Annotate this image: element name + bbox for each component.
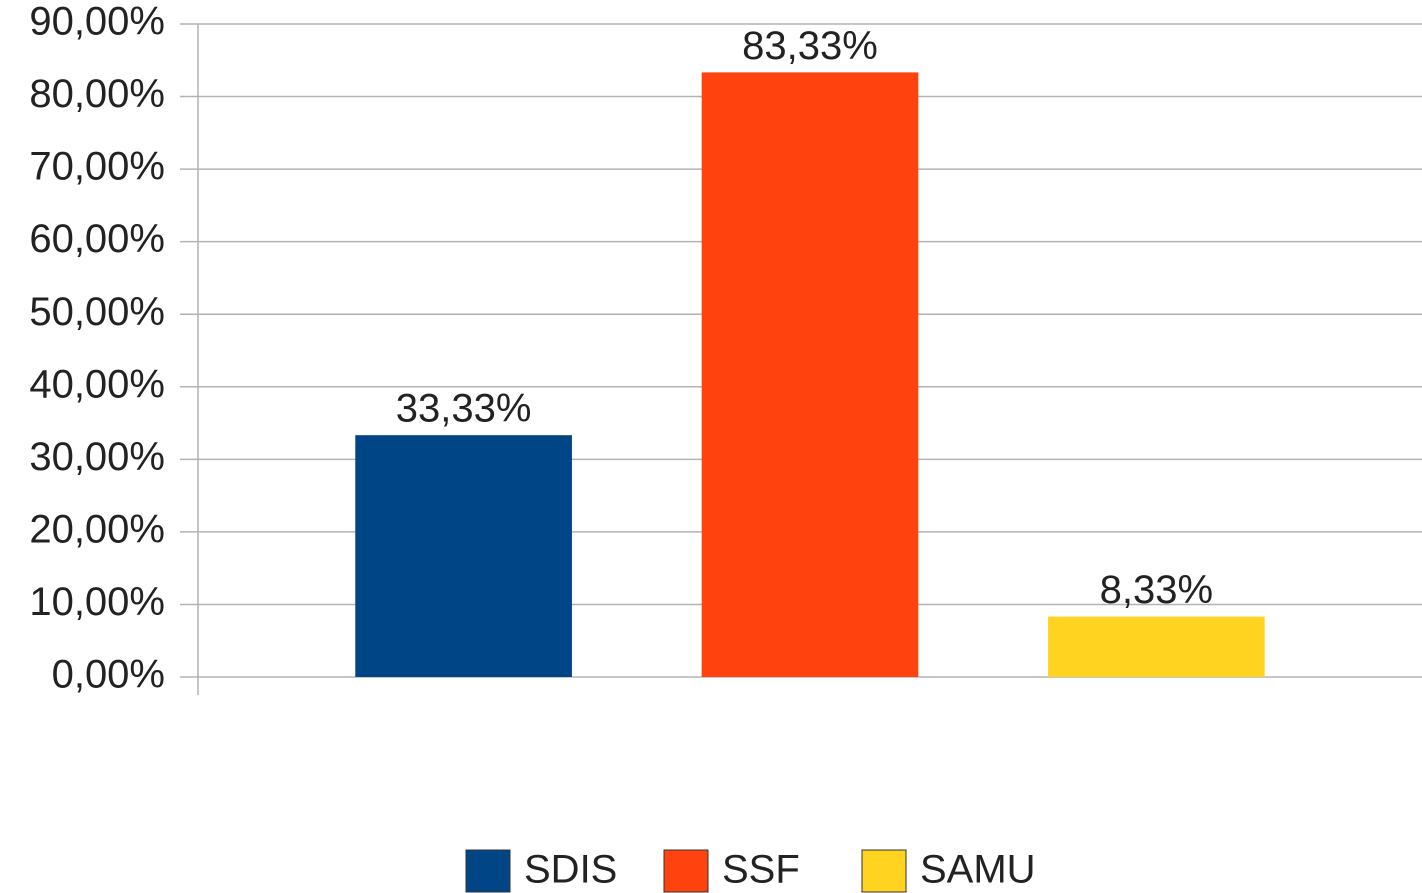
legend-label: SSF bbox=[722, 848, 800, 892]
y-tick-label: 60,00% bbox=[29, 217, 165, 261]
legend-label: SDIS bbox=[524, 848, 617, 892]
y-tick-label: 20,00% bbox=[29, 507, 165, 551]
bar bbox=[701, 72, 919, 678]
data-label: 83,33% bbox=[742, 24, 878, 68]
bar bbox=[1048, 616, 1265, 677]
y-tick-label: 30,00% bbox=[29, 435, 165, 479]
data-label: 8,33% bbox=[1100, 568, 1213, 612]
y-tick-label: 10,00% bbox=[29, 580, 165, 624]
y-tick-label: 80,00% bbox=[29, 72, 165, 116]
y-tick-label: 40,00% bbox=[29, 362, 165, 406]
y-tick-label: 70,00% bbox=[29, 145, 165, 189]
legend-label: SAMU bbox=[920, 848, 1036, 892]
legend-swatch bbox=[663, 849, 709, 893]
y-tick-label: 90,00% bbox=[29, 0, 165, 44]
data-label: 33,33% bbox=[396, 387, 532, 431]
bar bbox=[355, 435, 572, 677]
y-tick-label: 0,00% bbox=[52, 653, 165, 697]
legend-swatch bbox=[465, 849, 511, 893]
legend-swatch bbox=[861, 849, 907, 893]
y-tick-label: 50,00% bbox=[29, 290, 165, 334]
